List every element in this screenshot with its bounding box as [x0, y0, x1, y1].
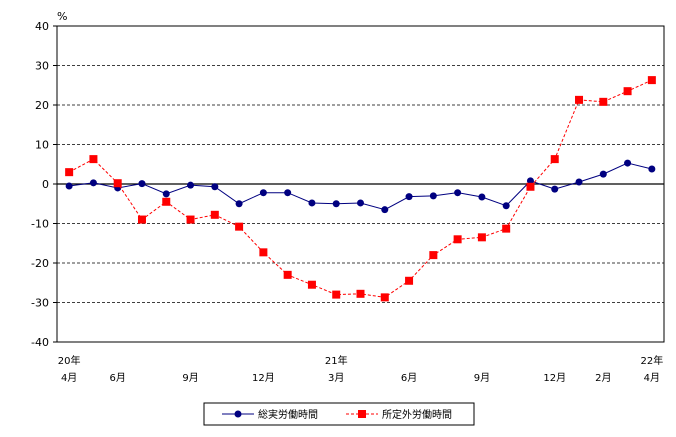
axes	[53, 25, 665, 343]
series-1-point	[211, 183, 219, 191]
series-1-point	[454, 189, 462, 197]
series-2-point	[332, 290, 341, 299]
series-1-point	[381, 206, 389, 214]
series-2-point	[65, 168, 74, 177]
x-tick-labels: 20年 4月 6月 9月 12月 21年 3月 6月 9月 12月 2月 22年 4月	[58, 354, 663, 384]
y-tick-label: 0	[42, 178, 49, 191]
series-2-point	[210, 210, 219, 219]
series-layer	[65, 76, 656, 302]
series-2-point	[113, 179, 122, 188]
series-2-point	[526, 182, 535, 191]
series-1-point	[187, 181, 195, 189]
series-1-point	[357, 199, 364, 207]
series-1-point	[235, 200, 243, 208]
series-2-point	[307, 280, 316, 289]
x-tick-label: 4月	[644, 372, 660, 384]
series-2-point	[502, 224, 511, 233]
grid-lines	[57, 65, 664, 303]
legend-label-2: 所定外労働時間	[382, 408, 452, 421]
series-1-point	[259, 189, 267, 197]
x-tick-label: 6月	[401, 372, 417, 384]
series-1-point	[429, 192, 437, 200]
series-2-point	[647, 76, 656, 85]
x-tick-label: 6月	[110, 372, 126, 384]
series-2-point	[162, 197, 171, 206]
y-tick-label: 30	[35, 60, 49, 73]
series-2-point	[599, 97, 608, 106]
x-tick-label: 9月	[474, 372, 490, 384]
series-1-point	[89, 179, 97, 187]
x-tick-label-year: 22年	[640, 354, 663, 367]
series-2-point	[405, 276, 414, 285]
y-tick-label: -20	[31, 257, 49, 270]
series-2-point	[186, 215, 195, 224]
series-1-point	[526, 177, 534, 185]
x-tick-label: 12月	[543, 372, 566, 384]
series-2-point	[259, 248, 268, 257]
y-tick-label: 40	[35, 20, 49, 33]
series-2-point	[137, 215, 146, 224]
series-2-point	[453, 235, 462, 244]
series-2-point	[575, 95, 584, 104]
series-2-point	[380, 293, 389, 302]
series-1-point	[624, 159, 632, 167]
series-1-point	[162, 190, 170, 198]
series-2-point	[429, 251, 438, 260]
series-1-point	[332, 200, 340, 208]
series-line-2	[68, 79, 653, 298]
series-2-point	[623, 87, 632, 96]
series-1-point	[502, 202, 510, 210]
series-1-point	[405, 193, 413, 201]
series-1-point	[551, 185, 559, 193]
series-2-point	[550, 155, 559, 164]
series-2-point	[89, 155, 98, 164]
series-1-point	[575, 178, 583, 186]
legend-box	[203, 402, 475, 426]
series-1-point	[648, 165, 656, 173]
y-tick-label: 10	[35, 139, 49, 152]
series-1-point	[284, 189, 292, 197]
series-1-point	[308, 199, 316, 207]
y-tick-labels: 40 30 20 10 0 -10 -20 -30 -40	[31, 20, 49, 349]
series-1-point	[65, 182, 73, 190]
x-tick-label: 2月	[595, 372, 611, 384]
series-1-point	[599, 170, 607, 178]
y-tick-label: 20	[35, 99, 49, 112]
y-unit-label: %	[57, 10, 67, 23]
legend-marker-1	[234, 410, 242, 418]
y-tick-label: -10	[31, 218, 49, 231]
series-2-point	[477, 233, 486, 242]
x-tick-label-year: 20年	[58, 354, 81, 367]
x-tick-label: 12月	[252, 372, 275, 384]
legend-marker-2	[358, 410, 366, 418]
x-tick-label: 3月	[328, 372, 344, 384]
x-tick-label-year: 21年	[325, 354, 348, 367]
y-tick-label: -40	[31, 336, 49, 349]
series-1-point	[478, 193, 486, 201]
x-tick-label: 4月	[61, 372, 77, 384]
x-tick-label: 9月	[182, 372, 198, 384]
series-1-point	[138, 180, 146, 188]
legend: 総実労働時間 所定外労働時間	[203, 402, 475, 426]
y-tick-label: -30	[31, 297, 49, 310]
legend-label-1: 総実労働時間	[258, 408, 318, 421]
series-2-point	[283, 270, 292, 279]
series-2-point	[235, 222, 244, 231]
series-2-point	[356, 289, 365, 298]
